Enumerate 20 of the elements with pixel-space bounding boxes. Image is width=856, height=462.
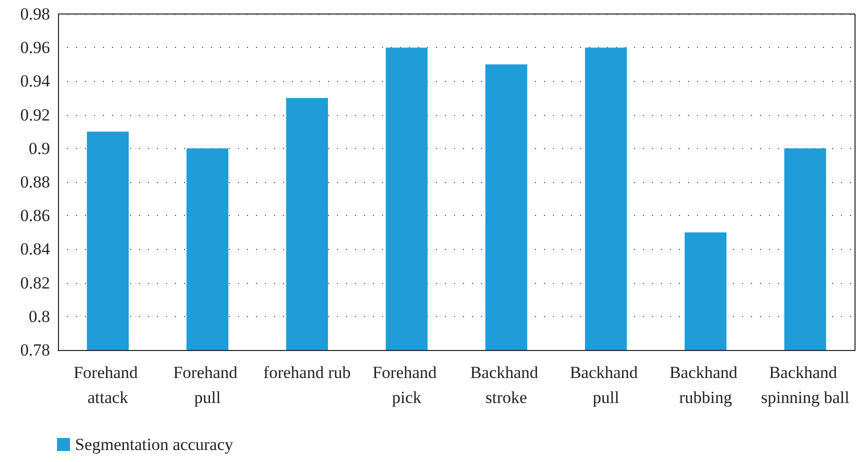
y-tick-label: 0.78 (20, 340, 50, 360)
y-tick-label: 0.96 (20, 38, 50, 58)
y-tick-label: 0.88 (20, 172, 50, 192)
x-tick-label: Backhand rubbing (669, 363, 742, 407)
legend-label: Segmentation accuracy (75, 435, 234, 454)
x-tick-label: Forehand pick (372, 363, 441, 407)
y-tick-label: 0.82 (20, 273, 50, 292)
x-tick-label: Backhand pull (570, 363, 642, 407)
y-tick-label: 0.84 (20, 240, 50, 259)
x-tick-label: Forehand pull (173, 363, 242, 407)
x-tick-label: Forehand attack (74, 363, 142, 407)
y-tick-label: 0.94 (20, 72, 50, 91)
y-tick-label: 0.9 (28, 138, 50, 158)
y-tick-label: 0.8 (28, 306, 50, 326)
y-tick-label: 0.98 (20, 4, 50, 24)
x-tick-label: Backhand spinning ball (761, 363, 850, 407)
x-tick-label: Backhand stroke (470, 363, 542, 407)
y-tick-label: 0.86 (20, 206, 50, 226)
y-tick-label: 0.92 (20, 105, 50, 124)
x-tick-label: forehand rub (263, 363, 351, 382)
